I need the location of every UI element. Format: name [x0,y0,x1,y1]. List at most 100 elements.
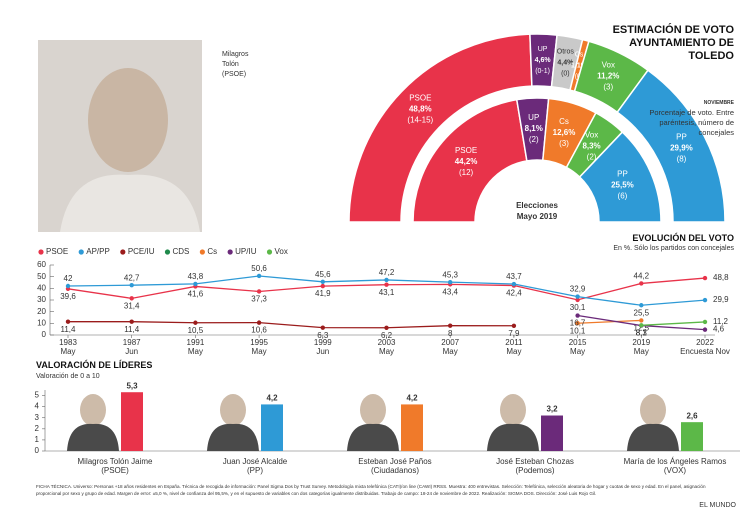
footnote: FICHA TÉCNICA. Universo: Personas +18 añ… [36,484,706,496]
data-label: 11,4 [124,325,140,334]
chart-title: VALORACIÓN DE LÍDERES [36,360,153,370]
x-tick-label: (Ciudadanos) [371,466,419,475]
legend-label: CDS [172,247,189,256]
data-label: 6,3 [317,331,329,340]
x-tick-label: 2007 May [441,338,459,356]
data-label: 41,9 [315,289,331,298]
data-label: 44,2 [634,272,650,281]
point [256,289,262,294]
x-tick-label: 1995 May [250,338,268,356]
point [193,320,198,325]
point [639,303,644,308]
value-label: 29,9% [670,144,693,153]
point [702,319,708,325]
x-tick-label-line: 1995 [250,338,268,347]
x-tick-label: Milagros Tolón Jaime [78,457,154,466]
point [702,297,708,303]
y-tick-label: 30 [37,295,46,304]
y-tick-label: 0 [42,330,47,339]
leader-photo-head [220,394,246,426]
category-label: Otros [557,48,575,55]
x-tick-label: (PP) [247,466,263,475]
y-tick-label: 50 [37,272,46,281]
segment-label: Vox 11,2% (3) [597,61,619,92]
point [575,321,580,326]
category-label: Vox [602,61,615,70]
x-tick-label-line: 2007 [441,338,459,347]
legend-label: Vox [275,247,288,256]
data-label: 45,6 [315,270,331,279]
point [575,313,580,318]
x-tick-label: 2011 May [505,338,523,356]
chart-subtitle: Valoración de 0 a 10 [36,373,100,380]
leader-photo-body [487,423,539,451]
y-tick-label: 20 [37,307,46,316]
point [193,281,198,287]
series-line [68,321,514,329]
point [575,294,580,299]
category-label: PP [676,133,687,142]
legend-marker [78,249,84,255]
point [575,297,580,303]
x-tick-label-line: May [188,347,203,356]
point [320,283,325,289]
seats-label: (2) [529,135,539,144]
seats-label: (14-15) [407,116,433,125]
x-tick-label-line: 1987 [123,338,141,347]
point [448,323,453,328]
x-tick-label-line: 2019 [632,338,650,347]
data-label: 25,5 [634,308,650,317]
leader-photo-head [360,394,386,426]
point [65,283,71,289]
data-label: 4,2 [406,394,418,403]
data-label: 7,9 [508,329,520,338]
data-label: 11,4 [61,325,77,334]
x-tick-label-line: Jun [125,347,138,356]
data-label: 43,1 [379,288,395,297]
point [511,281,517,287]
seats-label: (0-1) [535,68,550,75]
category-label: Vox [585,131,598,140]
point [129,296,134,301]
data-label: 43,4 [442,287,458,296]
data-label: 43,8 [188,272,204,281]
x-tick-label-line: 1983 [59,338,77,347]
legend-label: AP/PP [86,247,110,256]
x-tick-label: 2022 Encuesta Nov [680,338,730,356]
x-tick-label: (Podemos) [515,466,554,475]
data-label: 48,8 [713,273,729,282]
center-label: Elecciones [516,201,558,210]
segment-label: Vox 8,3% (2) [582,131,600,162]
legend-marker [120,249,126,255]
point [320,279,325,284]
x-tick-label-line: May [379,347,394,356]
value-label: 48,8% [409,105,432,114]
data-label: 41,6 [188,290,204,299]
data-label: 3,2 [546,405,558,414]
segment-label: Cs 12,6% (3) [553,117,576,148]
data-label: 42 [64,274,73,283]
segment-label: PP 29,9% (8) [670,133,693,164]
category-label: PSOE [409,94,431,103]
value-label: 44,2% [455,157,478,166]
seats-label: (2) [587,153,597,162]
y-tick-label: 5 [35,391,40,400]
data-label: 4,2 [266,394,278,403]
value-label: 25,5% [611,180,634,189]
x-tick-label-line: May [570,347,585,356]
point [702,327,708,332]
x-tick-label: 1999 Jun [314,338,332,356]
data-label: 45,3 [442,270,458,279]
y-tick-label: 0 [35,446,40,455]
data-label: 8,3 [636,328,648,337]
photo-caption: Milagros Tolón (PSOE) [222,51,249,78]
point [129,319,134,324]
data-label: 47,2 [379,268,395,277]
bar [541,415,563,451]
data-label: 11,2 [713,317,729,326]
data-label: 31,4 [124,301,140,310]
legend-marker [227,249,233,255]
x-tick-label-line: Jun [316,347,329,356]
x-tick-label-line: 2015 [569,338,587,347]
x-tick-label-line: May [506,347,521,356]
